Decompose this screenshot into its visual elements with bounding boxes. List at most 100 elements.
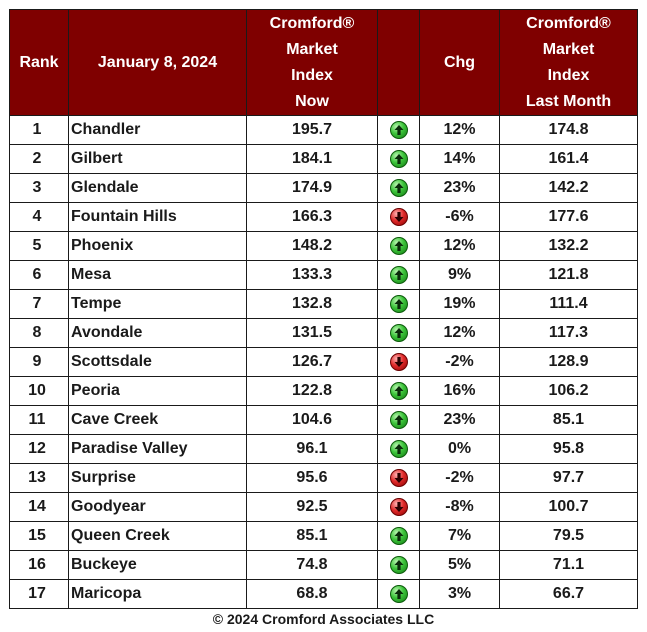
rank-cell: 11 (9, 405, 69, 435)
index-last-month-header-line: Index (547, 67, 590, 84)
table-row: 16 Buckeye 74.8 5% 71.1 (9, 550, 638, 580)
change-cell: 23% (419, 405, 500, 435)
index-now-header-line: Market (286, 41, 338, 58)
table-row: 14 Goodyear 92.5 -8% 100.7 (9, 492, 638, 522)
change-cell: 7% (419, 521, 500, 551)
red-down-arrow-icon (389, 497, 408, 516)
city-cell: Maricopa (68, 579, 247, 609)
city-cell: Cave Creek (68, 405, 247, 435)
index-last-month-cell: 71.1 (499, 550, 638, 580)
index-last-month-cell: 161.4 (499, 144, 638, 174)
rank-cell: 6 (9, 260, 69, 290)
table-row: 8 Avondale 131.5 12% 117.3 (9, 318, 638, 348)
change-cell: 9% (419, 260, 500, 290)
city-cell: Gilbert (68, 144, 247, 174)
city-cell: Mesa (68, 260, 247, 290)
index-last-month-cell: 128.9 (499, 347, 638, 377)
index-now-cell: 126.7 (246, 347, 378, 377)
rank-cell: 7 (9, 289, 69, 319)
index-now-cell: 92.5 (246, 492, 378, 522)
index-last-month-cell: 121.8 (499, 260, 638, 290)
index-now-cell: 68.8 (246, 579, 378, 609)
rank-cell: 16 (9, 550, 69, 580)
direction-cell (377, 115, 420, 145)
table-row: 6 Mesa 133.3 9% 121.8 (9, 260, 638, 290)
city-cell: Phoenix (68, 231, 247, 261)
city-cell: Glendale (68, 173, 247, 203)
index-now-cell: 104.6 (246, 405, 378, 435)
green-up-arrow-icon (389, 236, 408, 255)
change-cell: -2% (419, 463, 500, 493)
index-last-month-header-line: Market (542, 41, 595, 58)
rank-cell: 17 (9, 579, 69, 609)
city-cell: Surprise (68, 463, 247, 493)
table-row: 10 Peoria 122.8 16% 106.2 (9, 376, 638, 406)
direction-cell (377, 579, 420, 609)
direction-cell (377, 376, 420, 406)
index-now-cell: 122.8 (246, 376, 378, 406)
change-cell: 23% (419, 173, 500, 203)
index-last-month-cell: 174.8 (499, 115, 638, 145)
change-cell: 14% (419, 144, 500, 174)
table-row: 4 Fountain Hills 166.3 -6% 177.6 (9, 202, 638, 232)
rank-cell: 1 (9, 115, 69, 145)
index-now-cell: 148.2 (246, 231, 378, 261)
index-last-month-cell: 85.1 (499, 405, 638, 435)
green-up-arrow-icon (389, 439, 408, 458)
rank-cell: 13 (9, 463, 69, 493)
city-cell: Goodyear (68, 492, 247, 522)
table-row: 12 Paradise Valley 96.1 0% 95.8 (9, 434, 638, 464)
red-down-arrow-icon (389, 468, 408, 487)
change-cell: 5% (419, 550, 500, 580)
copyright-footer: © 2024 Cromford Associates LLC (212, 611, 435, 627)
index-last-month-cell: 95.8 (499, 434, 638, 464)
green-up-arrow-icon (389, 584, 408, 603)
index-now-cell: 133.3 (246, 260, 378, 290)
change-cell: -6% (419, 202, 500, 232)
index-last-month-header-line: Last Month (525, 93, 612, 110)
direction-cell (377, 434, 420, 464)
index-now-header-line: Cromford® (269, 15, 355, 32)
direction-cell (377, 550, 420, 580)
direction-cell (377, 173, 420, 203)
red-down-arrow-icon (389, 352, 408, 371)
change-cell: 3% (419, 579, 500, 609)
green-up-arrow-icon (389, 381, 408, 400)
table-row: 2 Gilbert 184.1 14% 161.4 (9, 144, 638, 174)
index-now-cell: 85.1 (246, 521, 378, 551)
rank-cell: 4 (9, 202, 69, 232)
change-cell: -8% (419, 492, 500, 522)
table-row: 3 Glendale 174.9 23% 142.2 (9, 173, 638, 203)
change-cell: 12% (419, 115, 500, 145)
index-last-month-cell: 177.6 (499, 202, 638, 232)
rank-cell: 9 (9, 347, 69, 377)
red-down-arrow-icon (389, 207, 408, 226)
direction-cell (377, 405, 420, 435)
direction-cell (377, 260, 420, 290)
green-up-arrow-icon (389, 149, 408, 168)
city-cell: Fountain Hills (68, 202, 247, 232)
index-last-month-cell: 142.2 (499, 173, 638, 203)
city-cell: Buckeye (68, 550, 247, 580)
table-row: 13 Surprise 95.6 -2% 97.7 (9, 463, 638, 493)
direction-cell (377, 144, 420, 174)
index-now-header-line: Now (295, 93, 329, 110)
green-up-arrow-icon (389, 555, 408, 574)
change-cell: 16% (419, 376, 500, 406)
direction-header (377, 9, 420, 116)
index-now-cell: 131.5 (246, 318, 378, 348)
index-last-month-cell: 111.4 (499, 289, 638, 319)
green-up-arrow-icon (389, 526, 408, 545)
city-cell: Paradise Valley (68, 434, 247, 464)
direction-cell (377, 347, 420, 377)
index-now-cell: 96.1 (246, 434, 378, 464)
rank-cell: 15 (9, 521, 69, 551)
rank-cell: 10 (9, 376, 69, 406)
direction-cell (377, 202, 420, 232)
index-now-cell: 166.3 (246, 202, 378, 232)
index-now-header: Cromford® Market Index Now (246, 9, 378, 116)
index-last-month-cell: 97.7 (499, 463, 638, 493)
index-now-cell: 174.9 (246, 173, 378, 203)
table-body: 1 Chandler 195.7 12% 174.8 2 Gilbert 184.1 14% 16… (9, 115, 638, 609)
green-up-arrow-icon (389, 410, 408, 429)
